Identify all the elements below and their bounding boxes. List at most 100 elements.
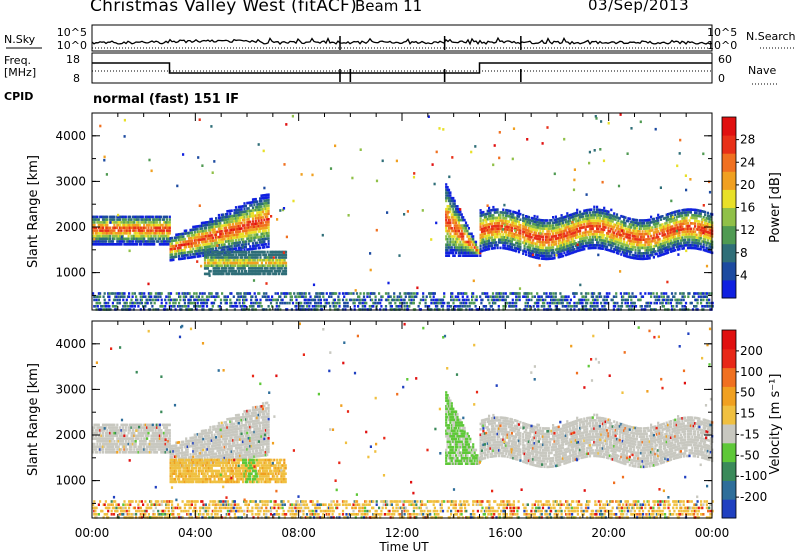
scatter-cell [542, 243, 545, 247]
scatter-cell [642, 232, 646, 236]
scatter-cell [536, 256, 539, 260]
clutter-cell [335, 292, 338, 295]
clutter-cell [281, 301, 284, 305]
clutter-cell [332, 305, 335, 308]
scatter-cell [483, 232, 486, 235]
scatter-cell [482, 230, 485, 233]
scatter-cell [561, 246, 565, 250]
scatter-cell [221, 250, 224, 254]
clutter-cell [397, 298, 400, 302]
scatter-cell [109, 232, 112, 235]
scatter-cell [546, 235, 549, 239]
scatter-cell [527, 237, 530, 241]
scatter-cell [199, 254, 202, 258]
scatter-cell [143, 218, 146, 221]
scatter-cell [627, 255, 630, 259]
scatter-cell [554, 248, 557, 251]
scatter-cell [455, 216, 458, 219]
scatter-cell [279, 253, 282, 257]
scatter-cell [470, 232, 473, 236]
scatter-cell [630, 226, 633, 229]
scatter-cell [113, 232, 116, 235]
scatter-cell [540, 254, 543, 258]
scatter-cell [254, 230, 257, 234]
scatter-cell [533, 255, 536, 259]
scatter-cell [654, 225, 657, 229]
clutter-cell [133, 292, 136, 295]
scatter-cell [447, 235, 451, 238]
scatter-cell [679, 220, 682, 223]
clutter-cell [172, 298, 175, 302]
scatter-cell [248, 267, 251, 270]
clutter-cell [164, 298, 167, 302]
scatter-cell [522, 235, 525, 239]
scatter-cell [226, 221, 229, 224]
clutter-cell [301, 292, 304, 295]
clutter-cell [215, 295, 218, 298]
scatter-cell [230, 228, 233, 232]
scatter-cell [247, 215, 250, 218]
scatter-cell [459, 240, 462, 244]
scatter-cell [557, 223, 560, 226]
scatter-cell [136, 237, 139, 241]
scatter-cell [100, 229, 103, 232]
clutter-cell [283, 301, 286, 305]
scatter-cell [550, 246, 553, 249]
scatter-cell [259, 211, 262, 214]
scatter-cell [140, 218, 143, 221]
scatter-cell [282, 261, 285, 265]
scatter-cell [533, 225, 536, 229]
scatter-cell [603, 214, 606, 218]
clutter-cell [103, 292, 106, 295]
scatter-cell [506, 228, 509, 231]
scatter-cell [232, 269, 235, 273]
scatter-cell [617, 222, 620, 225]
scatter-cell [245, 269, 248, 273]
scatter-cell [199, 227, 202, 230]
scatter-cell [237, 244, 240, 247]
scatter-cell [571, 243, 575, 246]
scatter-cell [547, 230, 550, 233]
scatter-cell [472, 254, 475, 257]
scatter-cell [148, 234, 151, 238]
clutter-cell [328, 295, 331, 298]
scatter-cell [221, 264, 224, 267]
scatter-cell [240, 243, 243, 247]
scatter-cell [261, 240, 265, 244]
scatter-cell [243, 267, 246, 270]
scatter-cell [275, 269, 278, 273]
scatter-cell [446, 232, 449, 236]
scatter-cell [596, 216, 599, 220]
scatter-cell [264, 196, 267, 200]
scatter-cell [647, 235, 650, 238]
clutter-cell [150, 292, 153, 295]
scatter-cell [245, 261, 248, 265]
scatter-cell [237, 230, 240, 233]
scatter-cell [272, 258, 275, 262]
scatter-cell [128, 229, 132, 232]
scatter-cell [704, 210, 707, 214]
scatter-cell [239, 261, 242, 265]
scatter-cell [260, 238, 263, 241]
scatter-cell [224, 229, 228, 232]
scatter-cell [218, 261, 221, 265]
scatter-cell [686, 243, 690, 247]
scatter-cell [642, 243, 646, 247]
scatter-cell [283, 267, 286, 270]
scatter-cell [678, 234, 681, 237]
scatter-cell [230, 269, 234, 273]
scatter-cell [624, 249, 627, 252]
scatter-cell [182, 232, 185, 236]
scatter-cell [671, 236, 674, 239]
scatter-cell [270, 267, 273, 270]
scatter-cell [647, 248, 650, 252]
scatter-cell [607, 235, 610, 238]
scatter-cell [158, 218, 161, 221]
scatter-cell [600, 241, 603, 245]
scatter-cell [567, 222, 570, 226]
scatter-cell [250, 223, 253, 226]
scatter-cell [282, 272, 285, 276]
scatter-cell [209, 258, 212, 262]
clutter-cell [243, 295, 246, 298]
